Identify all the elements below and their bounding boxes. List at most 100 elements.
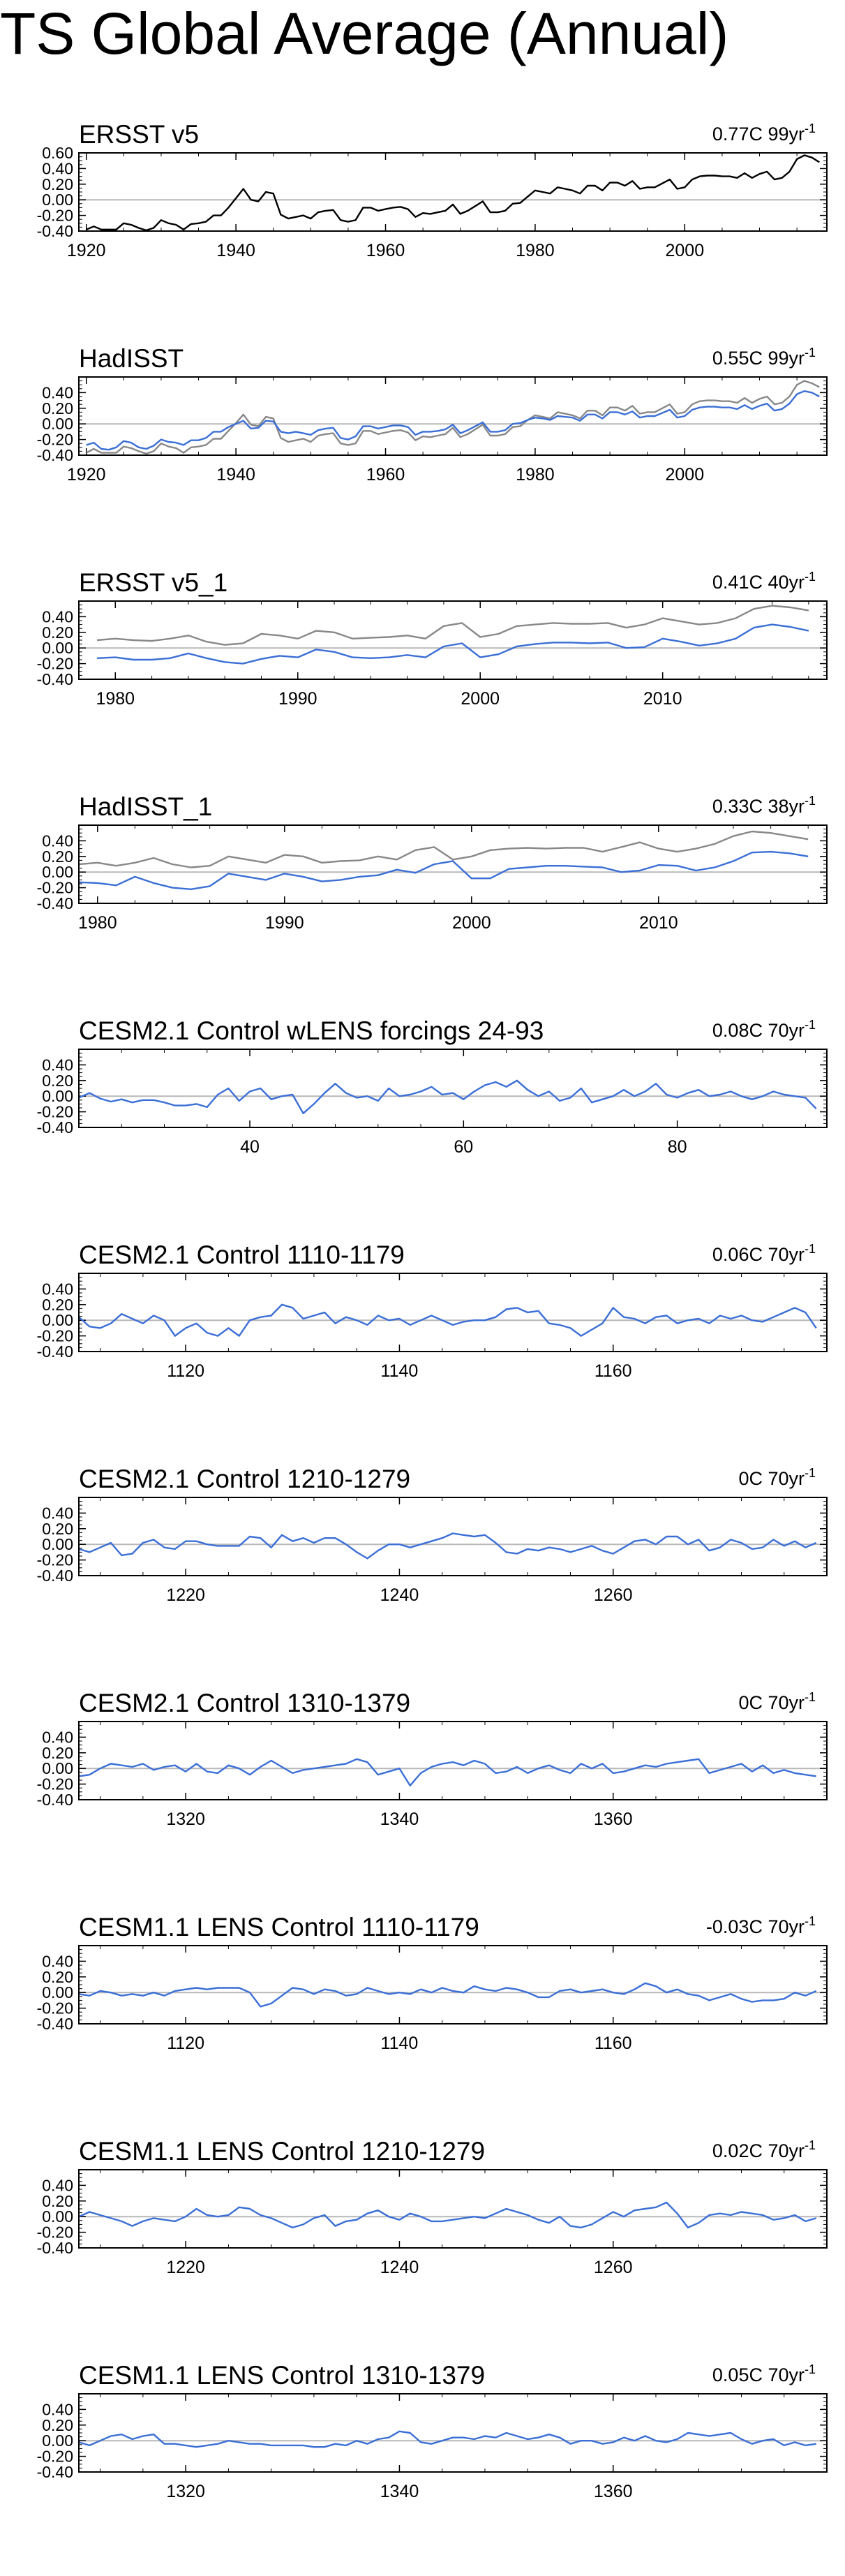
x-tick-label: 1220 bbox=[166, 2258, 205, 2277]
plot-frame bbox=[78, 2169, 828, 2249]
y-tick-label: 0.00 bbox=[42, 639, 73, 657]
trend-label: 0.02C 70yr-1 bbox=[712, 2138, 816, 2161]
plot-frame bbox=[78, 1497, 828, 1576]
trend-label-superscript: -1 bbox=[805, 346, 816, 360]
chart-panel-5: CESM2.1 Control wLENS forcings 24-93 0.08… bbox=[37, 1016, 828, 1157]
y-tick-label: -0.20 bbox=[37, 1551, 73, 1569]
series-line-1 bbox=[78, 1982, 817, 2008]
y-tick-label: -0.20 bbox=[37, 655, 73, 673]
y-tick-label: -0.40 bbox=[37, 1567, 73, 1585]
y-tick-label: 0.40 bbox=[42, 2176, 73, 2194]
y-tick-label: 0.00 bbox=[42, 415, 73, 433]
y-tick-label: 0.20 bbox=[42, 1296, 73, 1314]
trend-label-superscript: -1 bbox=[805, 1690, 816, 1704]
trend-label: 0.41C 40yr-1 bbox=[712, 570, 816, 593]
y-tick-label: -0.40 bbox=[37, 1342, 73, 1361]
x-tick-label: 2000 bbox=[452, 913, 491, 933]
y-tick-label: -0.20 bbox=[37, 879, 73, 897]
x-tick-label: 2010 bbox=[639, 913, 678, 933]
series-line-1 bbox=[78, 2430, 816, 2448]
y-tick-label: -0.40 bbox=[37, 2463, 73, 2481]
series-line-1 bbox=[96, 605, 809, 646]
y-tick-label: -0.40 bbox=[37, 1118, 73, 1137]
chart-panel-1: ERSST v5 0.77C 99yr-1-0.40-0.200.000.200.… bbox=[37, 120, 828, 260]
x-tick-label: 1240 bbox=[380, 2258, 419, 2277]
x-tick-label: 1140 bbox=[381, 1361, 419, 1381]
trend-label-superscript: -1 bbox=[805, 1914, 816, 1928]
series-line-2 bbox=[78, 850, 809, 891]
x-tick-label: 2000 bbox=[666, 241, 705, 260]
x-tick-label: 1990 bbox=[278, 689, 317, 709]
x-tick-label: 1340 bbox=[380, 1809, 419, 1829]
y-tick-label: -0.40 bbox=[37, 222, 73, 240]
y-tick-label: 0.20 bbox=[42, 1072, 73, 1090]
y-tick-label: 0.00 bbox=[42, 191, 73, 209]
y-tick-label: -0.20 bbox=[37, 2448, 73, 2466]
y-tick-label: 0.00 bbox=[42, 2207, 73, 2226]
x-tick-label: 1920 bbox=[67, 465, 106, 484]
plot-frame bbox=[78, 152, 828, 232]
y-tick-label: -0.20 bbox=[37, 2223, 73, 2242]
series-line-1 bbox=[86, 380, 820, 454]
chart-panel-10: CESM1.1 LENS Control 1210-1279 0.02C 70yr… bbox=[37, 2137, 828, 2277]
y-tick-label: 0.00 bbox=[42, 2431, 73, 2450]
y-tick-label: -0.40 bbox=[37, 894, 73, 912]
y-tick-label: -0.20 bbox=[37, 1103, 73, 1121]
x-tick-label: 1160 bbox=[595, 2034, 632, 2053]
y-tick-label: 0.20 bbox=[42, 399, 73, 417]
y-tick-label: 0.40 bbox=[42, 831, 73, 850]
x-tick-label: 60 bbox=[454, 1137, 473, 1157]
trend-label: 0.06C 70yr-1 bbox=[712, 1242, 816, 1265]
series-line-1 bbox=[78, 1758, 816, 1787]
x-tick-label: 1980 bbox=[78, 913, 117, 933]
x-tick-label: 1980 bbox=[516, 241, 555, 260]
panel-title: CESM1.1 LENS Control 1110-1179 bbox=[79, 1913, 479, 1941]
trend-label-superscript: -1 bbox=[805, 570, 816, 584]
y-tick-label: -0.20 bbox=[37, 1327, 73, 1345]
y-tick-label: 0.20 bbox=[42, 2416, 73, 2434]
series-line-1 bbox=[86, 154, 820, 232]
trend-label-superscript: -1 bbox=[805, 2362, 816, 2376]
y-tick-label: 0.40 bbox=[42, 1056, 73, 1074]
panel-title: ERSST v5 bbox=[79, 120, 199, 149]
chart-panel-2: HadISST 0.55C 99yr-1 -0.40-0.200.000.200.4… bbox=[37, 344, 828, 484]
trend-label: 0.08C 70yr-1 bbox=[712, 1018, 816, 1041]
series-line-2 bbox=[86, 390, 820, 451]
y-tick-label: 0.40 bbox=[42, 1280, 73, 1298]
y-tick-label: -0.40 bbox=[37, 670, 73, 688]
x-tick-label: 1320 bbox=[166, 1809, 205, 1829]
y-tick-label: 0.00 bbox=[42, 1311, 73, 1329]
x-tick-label: 80 bbox=[668, 1137, 687, 1157]
y-tick-label: 0.20 bbox=[42, 847, 73, 866]
y-tick-label: 0.20 bbox=[42, 623, 73, 642]
chart-panel-9: CESM1.1 LENS Control 1110-1179 -0.03C 70y… bbox=[37, 1913, 828, 2053]
trend-label: 0.33C 38yr-1 bbox=[712, 794, 816, 817]
trend-label: 0.05C 70yr-1 bbox=[712, 2362, 816, 2385]
trend-label-superscript: -1 bbox=[805, 1466, 816, 1480]
series-line-1 bbox=[78, 1079, 817, 1115]
y-tick-label: -0.20 bbox=[37, 431, 73, 449]
plot-frame bbox=[78, 824, 828, 904]
y-tick-label: 0.40 bbox=[42, 1728, 73, 1746]
x-tick-label: 1160 bbox=[595, 1361, 632, 1381]
series-line-2 bbox=[97, 623, 809, 665]
chart-panel-4: HadISST_1 0.33C 38yr-1 -0.40-0.200.000.200… bbox=[37, 792, 828, 933]
y-tick-label: 0.40 bbox=[42, 1504, 73, 1522]
panel-title: CESM1.1 LENS Control 1210-1279 bbox=[79, 2137, 485, 2166]
y-tick-label: -0.40 bbox=[37, 2015, 73, 2033]
trend-label: 0.77C 99yr-1 bbox=[712, 121, 816, 145]
x-tick-label: 1340 bbox=[380, 2482, 419, 2501]
series-line-1 bbox=[78, 1303, 817, 1337]
y-tick-label: 0.00 bbox=[42, 1087, 73, 1105]
chart-panel-7: CESM2.1 Control 1210-1279 0C 70yr-1-0.40-… bbox=[37, 1465, 828, 1605]
chart-panel-8: CESM2.1 Control 1310-1379 0C 70yr-1-0.40-… bbox=[37, 1689, 828, 1829]
trend-label-superscript: -1 bbox=[805, 121, 816, 135]
x-tick-label: 1990 bbox=[265, 913, 304, 933]
x-tick-label: 1980 bbox=[96, 689, 135, 709]
x-tick-label: 1360 bbox=[594, 2482, 633, 2501]
panel-title: ERSST v5_1 bbox=[79, 568, 227, 597]
panel-title: CESM2.1 Control 1210-1279 bbox=[79, 1465, 410, 1493]
plot-frame bbox=[78, 1049, 828, 1128]
x-tick-label: 1260 bbox=[594, 1585, 633, 1605]
x-tick-label: 2010 bbox=[643, 689, 682, 709]
